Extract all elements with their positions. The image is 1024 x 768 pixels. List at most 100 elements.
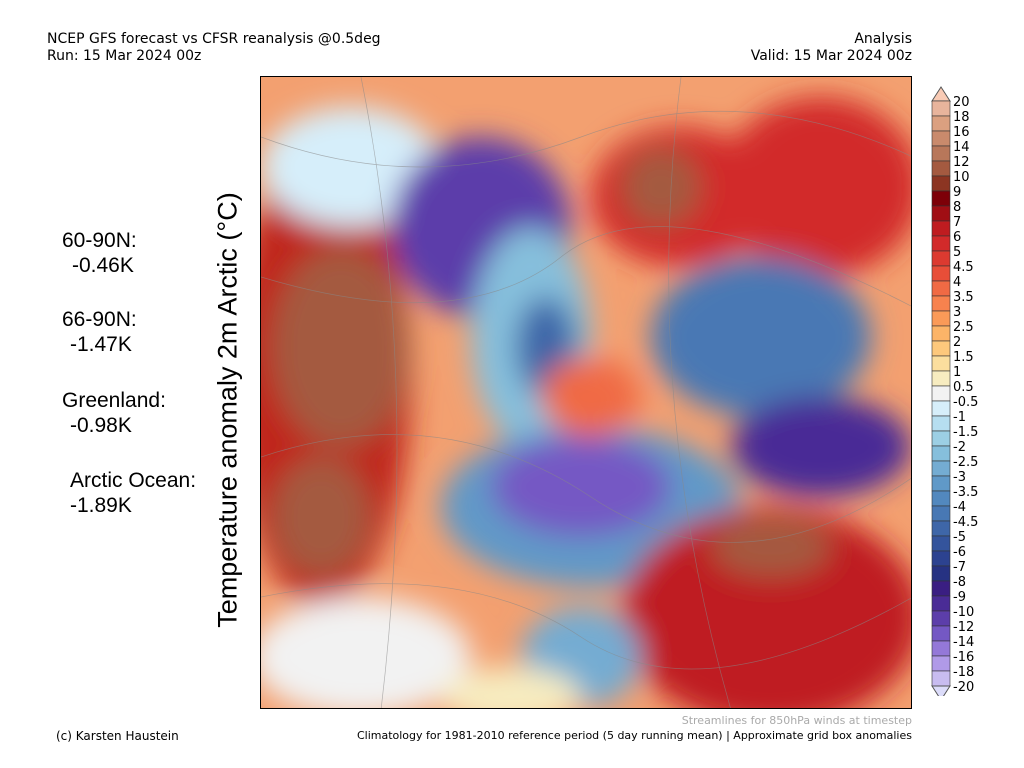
colorbar-bin bbox=[931, 205, 951, 222]
colorbar-bin bbox=[931, 295, 951, 312]
colorbar-over-arrow bbox=[931, 86, 951, 102]
colorbar-tick-label: -12 bbox=[953, 620, 974, 635]
y-axis-label: Temperature anomaly 2m Arctic (°C) bbox=[212, 192, 243, 628]
colorbar-bin bbox=[931, 415, 951, 432]
chart-title: NCEP GFS forecast vs CFSR reanalysis @0.… bbox=[47, 31, 381, 47]
colorbar-bin bbox=[931, 280, 951, 297]
colorbar-tick-label: 12 bbox=[953, 155, 970, 170]
streamline bbox=[261, 434, 911, 543]
colorbar-tick-label: 6 bbox=[953, 230, 961, 245]
anomaly-field bbox=[261, 97, 911, 708]
colorbar-bin bbox=[931, 115, 951, 132]
colorbar-tick-label: -2 bbox=[953, 440, 966, 455]
colorbar-tick-label: -6 bbox=[953, 545, 966, 560]
colorbar-tick-label: -4.5 bbox=[953, 515, 978, 530]
colorbar-under-arrow bbox=[931, 685, 951, 696]
colorbar-tick-label: 14 bbox=[953, 140, 970, 155]
stat-region-label: Greenland: bbox=[62, 389, 166, 412]
stat-value: -0.98K bbox=[70, 414, 132, 437]
colorbar-bin bbox=[931, 160, 951, 177]
colorbar-bin bbox=[931, 550, 951, 567]
credit: (c) Karsten Haustein bbox=[56, 729, 179, 743]
colorbar-bin bbox=[931, 475, 951, 492]
colorbar-bin bbox=[931, 445, 951, 462]
colorbar-bin bbox=[931, 100, 951, 117]
warm-anomaly-region bbox=[271, 247, 411, 447]
colorbar-tick-label: -16 bbox=[953, 650, 974, 665]
warm-anomaly-region bbox=[441, 667, 581, 708]
colorbar-tick-label: 1 bbox=[953, 365, 961, 380]
warm-anomaly-region bbox=[541, 357, 641, 437]
colorbar-tick-label: -8 bbox=[953, 575, 966, 590]
colorbar-tick-label: 20 bbox=[953, 95, 970, 110]
colorbar-bin bbox=[931, 265, 951, 282]
colorbar-bin bbox=[931, 250, 951, 267]
colorbar-bin bbox=[931, 145, 951, 162]
cold-anomaly-region bbox=[261, 107, 441, 227]
colorbar-bin bbox=[931, 340, 951, 357]
colorbar-tick-label: -1 bbox=[953, 410, 966, 425]
colorbar-tick-label: -5 bbox=[953, 530, 966, 545]
colorbar-bin bbox=[931, 670, 951, 687]
colorbar-tick-label: -7 bbox=[953, 560, 966, 575]
cold-anomaly-region bbox=[731, 397, 911, 497]
colorbar-bin bbox=[931, 565, 951, 582]
neutral-anomaly-region bbox=[261, 597, 471, 708]
warm-anomaly-region bbox=[721, 97, 911, 277]
colorbar-bin bbox=[931, 595, 951, 612]
warm-anomaly-region bbox=[621, 507, 911, 708]
colorbar-tick-label: 7 bbox=[953, 215, 961, 230]
colorbar-bin bbox=[931, 460, 951, 477]
colorbar-tick-label: 4 bbox=[953, 275, 961, 290]
colorbar-tick-label: 3 bbox=[953, 305, 961, 320]
colorbar-bin bbox=[931, 520, 951, 537]
colorbar-tick-label: -9 bbox=[953, 590, 966, 605]
wind-streamlines bbox=[261, 77, 911, 708]
product-type: Analysis bbox=[854, 31, 912, 47]
anomaly-map-graphic bbox=[261, 77, 911, 708]
stat-region-label: Arctic Ocean: bbox=[70, 469, 197, 492]
stat-60-90n: 60-90N: -0.46K bbox=[62, 228, 137, 278]
stat-value: -0.46K bbox=[72, 254, 134, 277]
colorbar-tick-label: 2 bbox=[953, 335, 961, 350]
colorbar-bin bbox=[931, 625, 951, 642]
colorbar-tick-label: -20 bbox=[953, 680, 974, 695]
colorbar-tick-label: -3 bbox=[953, 470, 966, 485]
warm-anomaly-region bbox=[711, 517, 831, 577]
colorbar-tick-label: 4.5 bbox=[953, 260, 974, 275]
run-time: Run: 15 Mar 2024 00z bbox=[47, 48, 202, 64]
streamline bbox=[261, 583, 911, 670]
colorbar-bin bbox=[931, 505, 951, 522]
streamlines-note: Streamlines for 850hPa winds at timestep bbox=[681, 714, 912, 727]
cold-anomaly-region bbox=[651, 257, 871, 417]
cold-anomaly-region bbox=[491, 437, 671, 537]
colorbar-bin bbox=[931, 535, 951, 552]
colorbar-tick-label: 3.5 bbox=[953, 290, 974, 305]
colorbar-tick-label: 16 bbox=[953, 125, 970, 140]
colorbar-bin bbox=[931, 490, 951, 507]
colorbar-tick-label: -14 bbox=[953, 635, 974, 650]
stat-66-90n: 66-90N: -1.47K bbox=[62, 307, 137, 357]
colorbar-bin bbox=[931, 640, 951, 657]
colorbar-bin bbox=[931, 175, 951, 192]
warm-anomaly-region bbox=[621, 147, 701, 227]
colorbar-bin bbox=[931, 355, 951, 372]
anomaly-map bbox=[260, 76, 912, 709]
stat-value: -1.47K bbox=[70, 333, 132, 356]
colorbar-tick-label: -18 bbox=[953, 665, 974, 680]
colorbar-bin bbox=[931, 580, 951, 597]
valid-time: Valid: 15 Mar 2024 00z bbox=[750, 48, 912, 64]
colorbar-tick-label: -2.5 bbox=[953, 455, 978, 470]
colorbar-tick-label: 9 bbox=[953, 185, 961, 200]
stat-region-label: 66-90N: bbox=[62, 308, 137, 331]
climatology-note: Climatology for 1981-2010 reference peri… bbox=[356, 729, 912, 742]
colorbar-bin bbox=[931, 190, 951, 207]
colorbar-bin bbox=[931, 400, 951, 417]
stat-arctic-ocean: Arctic Ocean: -1.89K bbox=[70, 468, 196, 518]
warm-anomaly-region bbox=[271, 457, 371, 577]
colorbar-bin bbox=[931, 325, 951, 342]
colorbar-tick-label: 8 bbox=[953, 200, 961, 215]
colorbar-bin bbox=[931, 370, 951, 387]
colorbar-bin bbox=[931, 430, 951, 447]
colorbar-tick-label: 2.5 bbox=[953, 320, 974, 335]
